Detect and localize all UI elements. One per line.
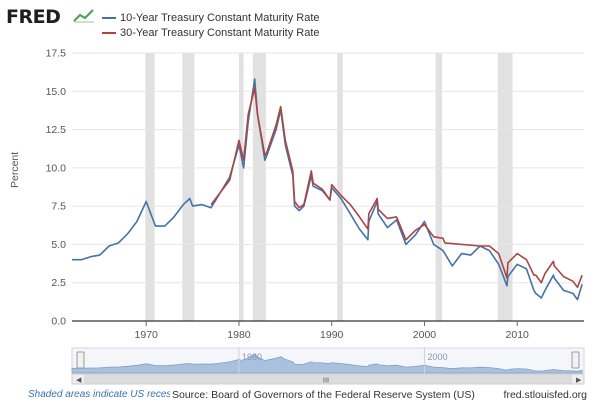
recession-band-0	[145, 53, 155, 321]
recession-band-3	[252, 53, 266, 321]
recession-bands	[145, 53, 513, 321]
y-tick-label: 5.0	[51, 239, 66, 251]
range-navigator[interactable]: 1980 2000 ◀ ▶ III	[0, 346, 600, 386]
legend-label-30y: 30-Year Treasury Constant Maturity Rate	[120, 26, 320, 39]
recession-band-4	[337, 53, 343, 321]
legend-label-10y: 10-Year Treasury Constant Maturity Rate	[120, 11, 320, 24]
fred-site-link[interactable]: fred.stlouisfed.org	[503, 389, 587, 401]
recession-note: Shaded areas indicate US recessions.	[28, 389, 198, 400]
series-lines	[72, 78, 583, 301]
chart-legend: 10-Year Treasury Constant Maturity Rate …	[102, 10, 320, 40]
y-tick-label: 0.0	[51, 316, 66, 328]
legend-swatch-10y	[102, 16, 116, 19]
x-tick-label: 1970	[135, 329, 159, 341]
navigator-series-area	[71, 353, 583, 374]
y-tick-label: 7.5	[51, 201, 66, 213]
recession-band-1	[182, 53, 195, 321]
source-note: Source: Board of Governors of the Federa…	[170, 389, 475, 401]
plot-area[interactable]: 0.0 2.5 5.0 7.5 10.0 12.5 15.0 17.5 1970 1980 1990…	[0, 0, 600, 345]
navigator-left-handle[interactable]	[76, 351, 85, 369]
navigator-scrollbar-thumb[interactable]	[84, 374, 572, 384]
scrollbar-grip: III	[323, 376, 329, 385]
navigator-ticks: 1980 2000	[238, 348, 447, 374]
x-tick-label: 1990	[320, 329, 344, 341]
scroll-left-arrow-icon[interactable]: ◀	[76, 377, 82, 384]
recession-band-6	[497, 53, 513, 321]
y-tick-label: 17.5	[46, 48, 67, 60]
navigator-tick-label: 2000	[427, 352, 447, 362]
x-tick-label: 2000	[413, 329, 437, 341]
y-tick-label: 12.5	[46, 124, 67, 136]
series-line-30y[interactable]	[210, 87, 583, 289]
y-tick-label: 2.5	[51, 277, 66, 289]
scroll-right-arrow-icon[interactable]: ▶	[576, 377, 582, 384]
grid-lines	[72, 52, 584, 284]
axes: 0.0 2.5 5.0 7.5 10.0 12.5 15.0 17.5 1970 1980 1990…	[46, 48, 584, 341]
recession-band-5	[435, 53, 443, 321]
x-tick-label: 2010	[506, 329, 530, 341]
y-tick-label: 10.0	[46, 162, 67, 174]
series-line-10y[interactable]	[72, 78, 583, 301]
recession-band-2	[238, 53, 244, 321]
y-tick-label: 15.0	[46, 86, 67, 98]
fred-logo[interactable]: FRED	[6, 6, 61, 28]
line-chart-icon	[72, 8, 96, 24]
navigator-tick-label: 1980	[242, 352, 262, 362]
legend-item-10y[interactable]: 10-Year Treasury Constant Maturity Rate	[102, 10, 320, 25]
legend-item-30y[interactable]: 30-Year Treasury Constant Maturity Rate	[102, 25, 320, 40]
legend-swatch-30y	[102, 31, 116, 34]
x-tick-label: 1980	[227, 329, 251, 341]
navigator-right-handle[interactable]	[571, 351, 580, 369]
